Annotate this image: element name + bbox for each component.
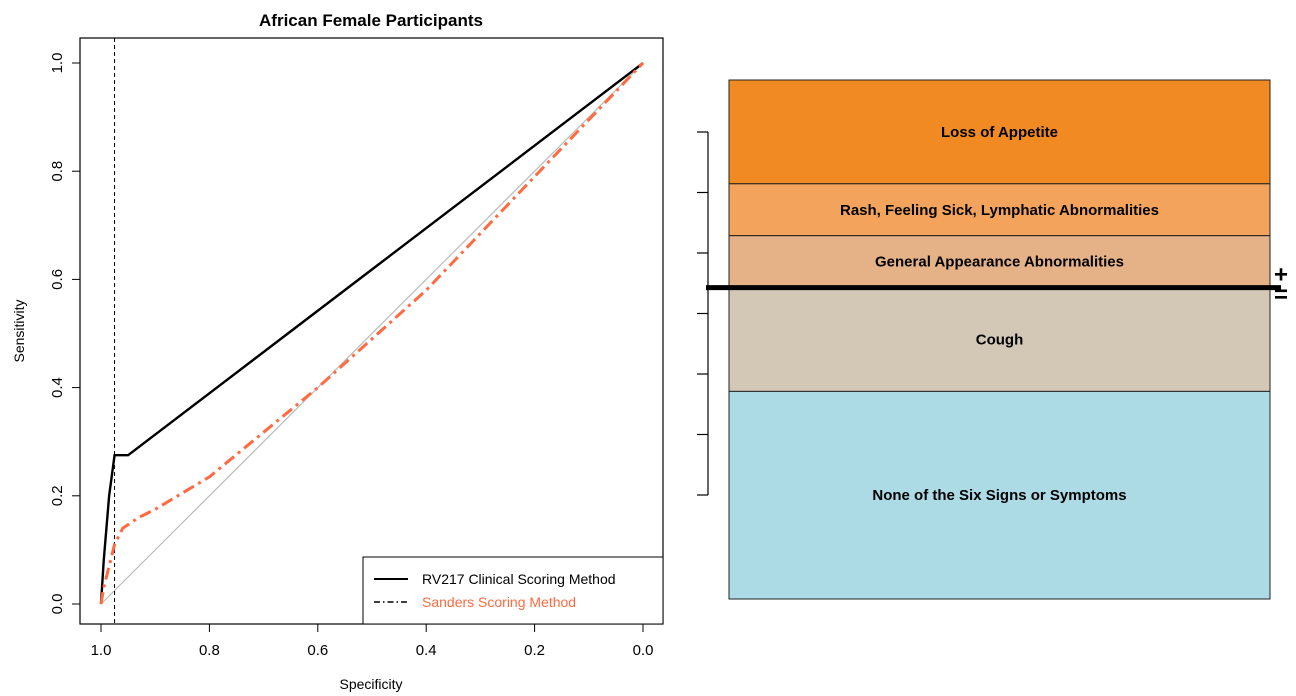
segment-2: [728, 235, 1271, 289]
legend-box: [362, 556, 664, 625]
diagonal-reference-line: [100, 62, 644, 605]
diagonal-reference-group: [100, 38, 644, 624]
segment-label: Cough: [976, 332, 1023, 349]
y-tick-label: 0.0: [49, 594, 66, 615]
series-group: [99, 61, 645, 605]
bracket-ticks: [697, 131, 709, 496]
x-tick-label: 0.0: [633, 642, 654, 659]
equal-sign: =: [1274, 282, 1288, 309]
segment-4: [728, 390, 1271, 600]
plus-sign: +: [1274, 262, 1288, 289]
x-tick-label: 0.4: [416, 642, 437, 659]
segment-0: [728, 79, 1271, 185]
segment-label: General Appearance Abnormalities: [875, 254, 1124, 271]
y-axis-label: Sensitivity: [11, 299, 27, 362]
x-tick-label: 0.8: [199, 642, 220, 659]
y-tick-label: 1.0: [49, 53, 66, 74]
segment-label: Rash, Feeling Sick, Lymphatic Abnormalit…: [840, 202, 1159, 219]
segment-label: Loss of Appetite: [941, 124, 1058, 141]
stacked-segments: Loss of Appetite Rash, Feeling Sick, Lymp…: [728, 79, 1271, 600]
x-axis-label: Specificity: [339, 676, 402, 692]
y-tick-label: 0.2: [49, 485, 66, 506]
legend: RV217 Clinical Scoring Method Sanders Sc…: [362, 556, 664, 625]
x-axis-ticks: 1.0 0.8 0.6 0.4 0.2 0.0: [91, 624, 654, 659]
plot-frame: [79, 37, 664, 625]
segment-1: [728, 183, 1271, 237]
roc-chart: African Female Participants 1.0 0.8 0.6 0.4…: [11, 11, 664, 692]
x-tick-label: 0.2: [524, 642, 545, 659]
series-line-rv217: [99, 62, 644, 605]
stacked-bar-chart: Loss of Appetite Rash, Feeling Sick, Lymp…: [697, 79, 1288, 600]
legend-label-sanders: Sanders Scoring Method: [422, 594, 576, 610]
x-tick-label: 0.6: [307, 642, 328, 659]
segment-3: [728, 287, 1271, 392]
y-tick-label: 0.6: [49, 269, 66, 290]
legend-label-rv217: RV217 Clinical Scoring Method: [422, 571, 616, 587]
y-tick-label: 0.8: [49, 161, 66, 182]
segment-label: None of the Six Signs or Symptoms: [872, 487, 1126, 504]
x-tick-label: 1.0: [91, 642, 112, 659]
y-tick-label: 0.4: [49, 377, 66, 398]
y-axis-ticks: 0.0 0.2 0.4 0.6 0.8 1.0: [49, 53, 80, 615]
chart-title: African Female Participants: [259, 11, 483, 30]
